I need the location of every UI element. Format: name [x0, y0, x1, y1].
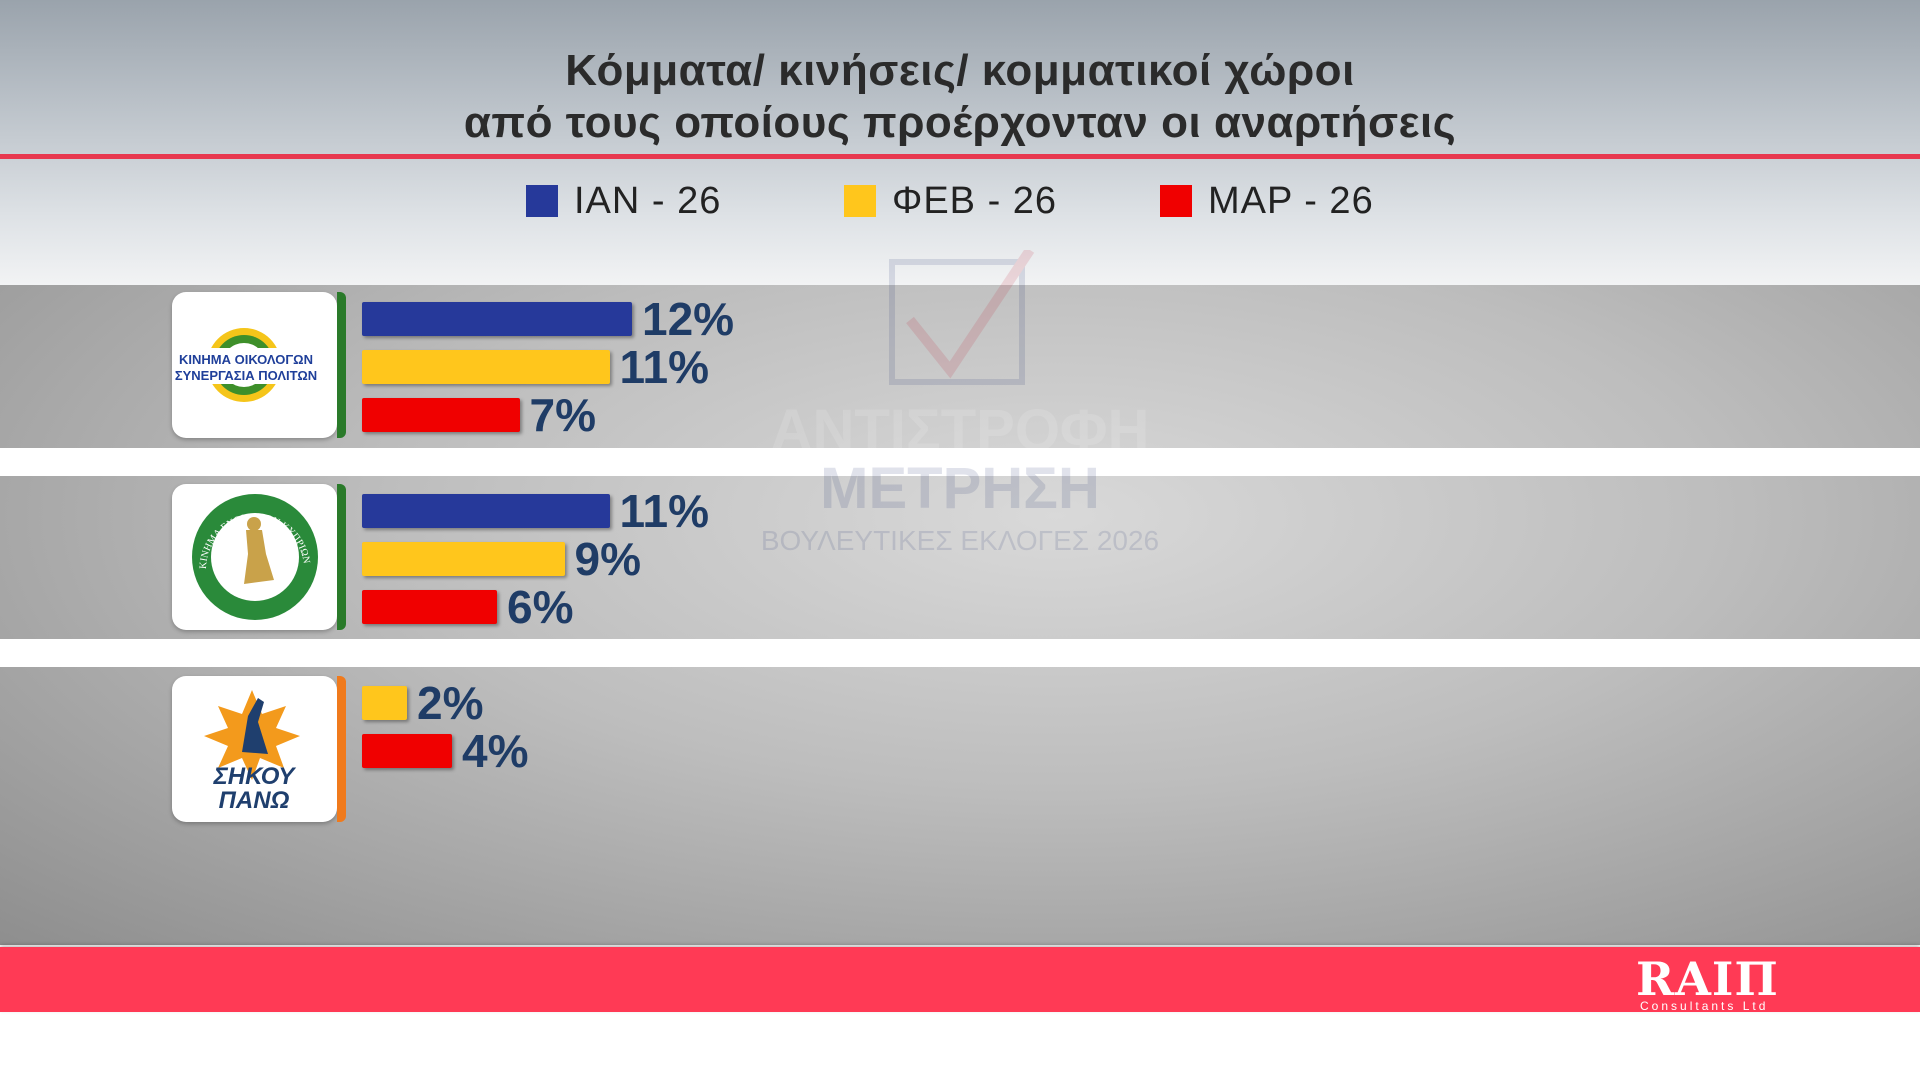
watermark-line-3: ΒΟΥΛΕΥΤΙΚΕΣ ΕΚΛΟΓΕΣ 2026: [761, 525, 1159, 556]
chart-title-line-1: Κόμματα/ κινήσεις/ κομματικοί χώροι: [565, 46, 1355, 95]
party-logo-ecologists: ΚΙΝΗΜΑ ΟΙΚΟΛΟΓΩΝ ΣΥΝΕΡΓΑΣΙΑ ΠΟΛΙΤΩΝ: [172, 292, 337, 438]
legend-swatch-mar: [1160, 185, 1192, 217]
bar-value-label: 11%: [619, 485, 710, 537]
svg-text:ΣΥΝΕΡΓΑΣΙΑ ΠΟΛΙΤΩΝ: ΣΥΝΕΡΓΑΣΙΑ ΠΟΛΙΤΩΝ: [175, 368, 317, 383]
bar-value-label: 2%: [417, 677, 484, 729]
legend-swatch-feb: [844, 185, 876, 217]
title-underline: [0, 154, 1920, 159]
watermark: ΑΝΤΙΣΤΡΟΦΗ ΜΕΤΡΗΣΗ ΒΟΥΛΕΥΤΙΚΕΣ ΕΚΛΟΓΕΣ 2…: [761, 250, 1159, 556]
legend-label-jan: ΙΑΝ - 26: [574, 179, 722, 222]
bar-value-label: 12%: [642, 293, 735, 345]
party-logo-sikou-pano: ΣΗΚΟΥ ΠΑΝΩ: [172, 676, 337, 822]
watermark-line-2: ΜΕΤΡΗΣΗ: [820, 456, 1100, 521]
legend-item-jan: ΙΑΝ - 26: [526, 179, 722, 222]
legend-swatch-jan: [526, 185, 558, 217]
header-background: [0, 0, 1920, 285]
footer-band: [0, 947, 1920, 1012]
bar-jan: [362, 302, 632, 336]
bar-value-label: 11%: [619, 341, 710, 393]
row-divider: [0, 448, 1920, 476]
bar-feb: [362, 542, 565, 576]
raised-fist-figure-icon: [242, 698, 268, 754]
bar-jan: [362, 494, 610, 528]
chart-title-line-2: από τους οποίους προέρχονταν οι αναρτήσε…: [463, 98, 1457, 147]
party-logo-hunters: ΚΙΝΗΜΑ ΕΝΩΜΕΝΩΝ ΚΥΠΡΙΩΝ ΚΥΝΗΓΩΝ: [172, 484, 337, 630]
bar-value-label: 9%: [574, 533, 641, 585]
bar-mar: [362, 734, 452, 768]
logo-edge-sikou-pano: [337, 676, 346, 822]
svg-text:ΣΗΚΟΥ: ΣΗΚΟΥ: [213, 763, 297, 790]
svg-text:ΠΑΝΩ: ΠΑΝΩ: [219, 787, 290, 814]
bar-feb: [362, 350, 610, 384]
svg-text:ΚΙΝΗΜΑ ΟΙΚΟΛΟΓΩΝ: ΚΙΝΗΜΑ ΟΙΚΟΛΟΓΩΝ: [179, 352, 313, 367]
bar-value-label: 6%: [507, 581, 574, 633]
legend-item-feb: ΦΕΒ - 26: [844, 179, 1058, 222]
rain-consultants-logo: RAIΠ Consultants Ltd: [1636, 952, 1779, 1013]
legend-item-mar: ΜΑΡ - 26: [1160, 179, 1374, 222]
bar-value-label: 7%: [529, 389, 596, 441]
legend-label-feb: ΦΕΒ - 26: [892, 179, 1058, 222]
logo-edge-ecologists: [337, 292, 346, 438]
legend-label-mar: ΜΑΡ - 26: [1208, 179, 1374, 222]
row-divider: [0, 639, 1920, 667]
watermark-line-1: ΑΝΤΙΣΤΡΟΦΗ: [771, 398, 1150, 463]
bar-mar: [362, 398, 520, 432]
bar-value-label: 4%: [462, 725, 529, 777]
bar-mar: [362, 590, 497, 624]
bar-feb: [362, 686, 407, 720]
logo-edge-hunters: [337, 484, 346, 630]
